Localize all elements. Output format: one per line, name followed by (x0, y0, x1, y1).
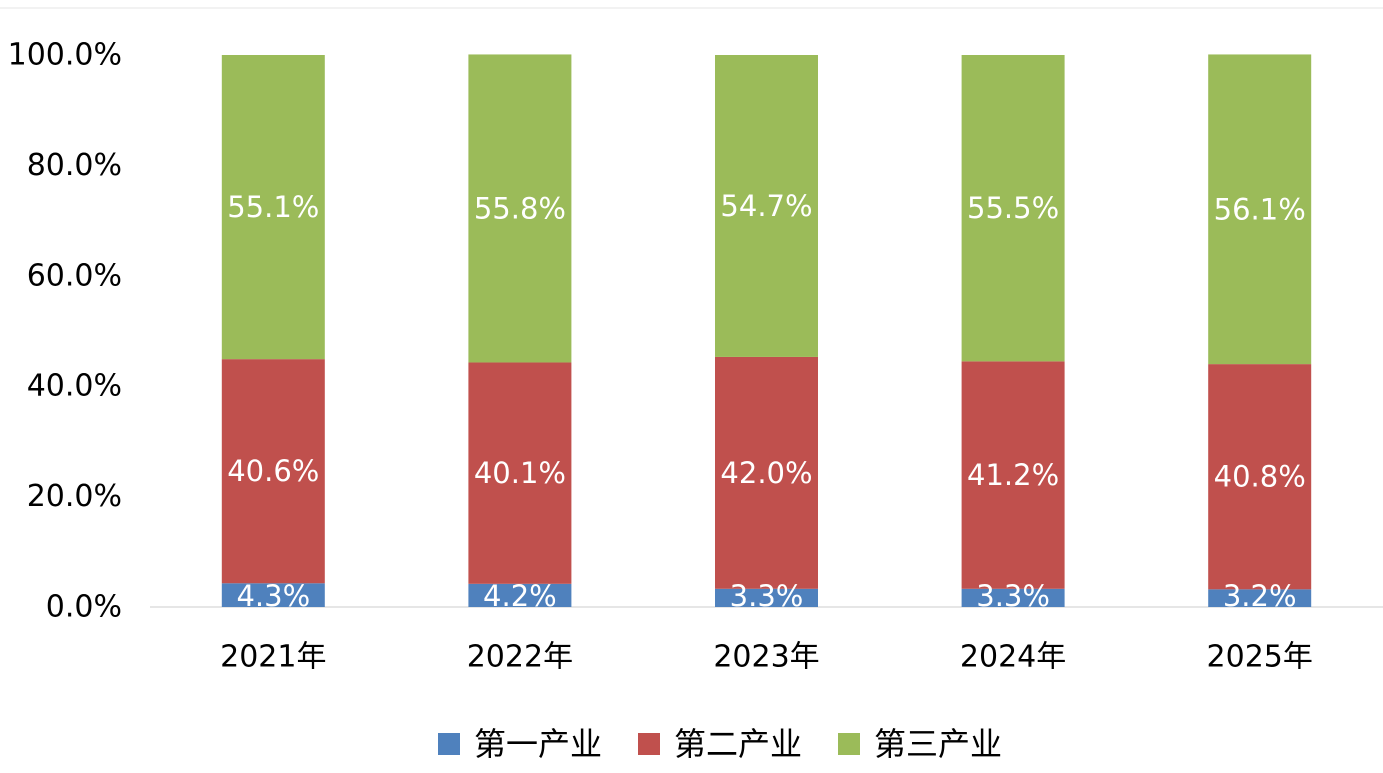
bar-segment (468, 583, 572, 607)
x-tick-label: 2025年 (1207, 640, 1313, 675)
bar-segment (1208, 54, 1312, 365)
legend-swatch (438, 733, 460, 755)
legend-label: 第一产业 (474, 725, 602, 763)
data-label: 3.3% (730, 579, 804, 613)
data-label: 3.2% (1223, 579, 1297, 613)
x-tick-label: 2023年 (713, 640, 819, 675)
data-label: 40.1% (474, 456, 566, 490)
bar-segment (961, 588, 1065, 607)
bar-segment (221, 55, 325, 360)
data-label: 42.0% (720, 456, 812, 490)
bar-segment (468, 54, 572, 363)
bar-segment (1208, 364, 1312, 590)
x-tick-label: 2021年 (220, 640, 326, 675)
y-tick-label: 0.0% (46, 590, 122, 625)
bar-segment (221, 359, 325, 584)
data-label: 41.2% (967, 458, 1059, 492)
y-axis: 0.0% 20.0% 40.0% 60.0% 80.0% 100.0% (8, 38, 122, 625)
data-label: 55.1% (227, 190, 319, 224)
y-tick-label: 20.0% (27, 479, 122, 514)
y-tick-label: 100.0% (8, 38, 122, 73)
data-labels: 4.3% 40.6% 55.1% 4.2% 40.1% 55.8% 3.3% 42.0% 54.… (227, 189, 1306, 613)
x-tick-label: 2024年 (960, 640, 1066, 675)
bar-segment (1208, 589, 1312, 607)
data-label: 56.1% (1214, 192, 1306, 226)
data-label: 3.3% (976, 579, 1050, 613)
bar-segment (715, 588, 818, 607)
data-label: 40.8% (1214, 460, 1306, 494)
y-tick-label: 60.0% (27, 258, 122, 293)
x-tick-label: 2022年 (467, 640, 573, 675)
bar-segment (221, 583, 325, 607)
legend-swatch (638, 733, 660, 755)
bar-stacks (221, 54, 1312, 607)
data-label: 55.8% (474, 191, 566, 225)
legend: 第一产业 第二产业 第三产业 (438, 725, 1002, 763)
legend-label: 第三产业 (874, 725, 1002, 763)
bar-segment (715, 55, 818, 357)
data-label: 4.3% (236, 579, 310, 613)
legend-label: 第二产业 (674, 725, 802, 763)
bar-segment (468, 362, 572, 584)
data-label: 40.6% (227, 454, 319, 488)
legend-swatch (838, 733, 860, 755)
data-label: 54.7% (720, 189, 812, 223)
y-tick-label: 80.0% (27, 148, 122, 183)
data-label: 55.5% (967, 191, 1059, 225)
bar-segment (715, 356, 818, 589)
bar-segment (961, 55, 1065, 362)
x-axis: 2021年 2022年 2023年 2024年 2025年 (220, 640, 1313, 675)
data-label: 4.2% (483, 579, 557, 613)
bar-segment (961, 361, 1065, 589)
y-tick-label: 40.0% (27, 369, 122, 404)
